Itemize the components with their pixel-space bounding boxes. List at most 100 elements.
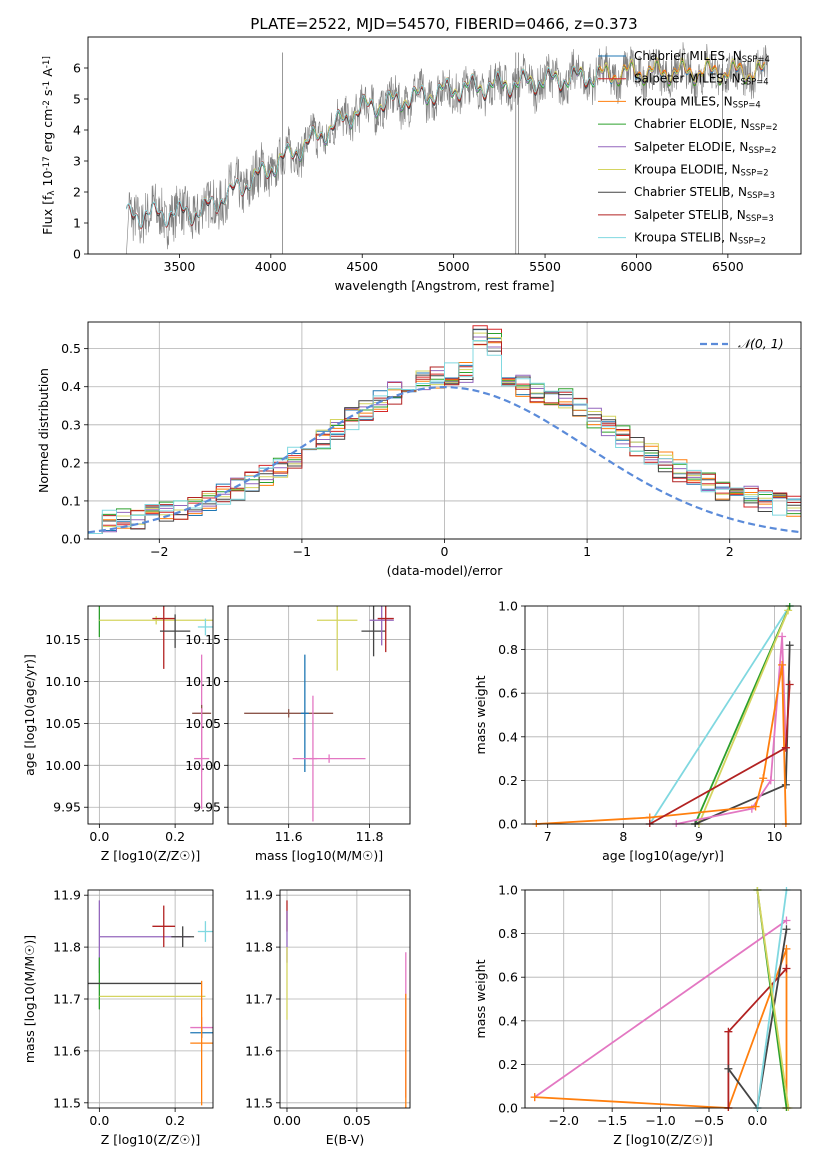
age-vs-z-ytick-label: 10.05 — [45, 716, 81, 731]
legend-label: Kroupa STELIB, NSSP=2 — [634, 231, 766, 246]
age-vs-z-xtick-label: 0.0 — [89, 829, 109, 844]
spectrum-ytick-label: 3 — [73, 154, 81, 169]
age-vs-z-ylabel: age [log10(age/yr)] — [22, 654, 37, 776]
spectrum-ytick-label: 1 — [73, 216, 81, 231]
weight-vs-z-ytick-label: 0.4 — [498, 1013, 518, 1028]
weight-vs-z-marker — [782, 916, 791, 925]
mass-vs-z-xlabel: Z [log10(Z/Z☉)] — [101, 1132, 201, 1147]
weight-vs-age-marker — [785, 680, 794, 689]
residuals-ytick-label: 0.1 — [61, 493, 81, 508]
mass-vs-z-point-11 — [197, 921, 213, 942]
weight-vs-age-line-1 — [649, 605, 791, 825]
residuals-ytick-label: 0.5 — [61, 341, 81, 356]
weight-vs-age-marker — [751, 802, 760, 811]
age-vs-z-point-8 — [197, 618, 213, 636]
residuals-ylabel: Normed distribution — [36, 368, 51, 493]
panel-residuals: −2 −1 0 1 2 0.0 0.1 0.2 0.3 0.4 0.5 (data-model)/er… — [36, 321, 802, 578]
age-vs-mass-point-8 — [377, 606, 394, 653]
residuals-xtick-label: −1 — [293, 544, 311, 559]
mass-vs-ebv-ytick-label: 11.9 — [245, 888, 273, 903]
spectrum-xtick-label: 5000 — [438, 259, 470, 274]
residuals-plot-area — [88, 325, 801, 534]
panel-age-vs-z: 0.0 0.2 9.95 10.00 10.05 10.10 10.15 Z [log10(Z… — [22, 605, 214, 863]
age-vs-z-xlabel: Z [log10(Z/Z☉)] — [101, 848, 201, 863]
age-vs-z-point-3 — [152, 606, 176, 669]
legend-label: Chabrier STELIB, NSSP=3 — [634, 185, 775, 200]
weight-vs-z-ytick-label: 0.2 — [498, 1057, 518, 1072]
age-vs-mass-xtick-label: 11.8 — [356, 829, 384, 844]
mass-vs-z-plot-area — [88, 900, 213, 1106]
mass-vs-z-ytick-label: 11.5 — [53, 1095, 81, 1110]
weight-vs-z-xtick-label: −1.0 — [645, 1113, 675, 1128]
weight-vs-age-marker — [778, 660, 787, 669]
spectrum-xtick-label: 6500 — [712, 259, 744, 274]
age-vs-z-ytick-label: 10.15 — [45, 632, 81, 647]
weight-vs-age-ytick-label: 1.0 — [498, 599, 518, 614]
age-vs-z-ytick-label: 10.10 — [45, 674, 81, 689]
panel-mass-vs-ebv: 0.00 0.05 11.5 11.6 11.7 11.8 11.9 E(B-V) — [245, 888, 411, 1147]
spectrum-xtick-label: 4500 — [346, 259, 378, 274]
weight-vs-age-ytick-label: 0.2 — [498, 773, 518, 788]
mass-vs-z-ytick-label: 11.9 — [53, 888, 81, 903]
panel-weight-vs-z: −2.0 −1.5 −1.0 −0.5 0.0 0.0 0.2 0.4 0.6 0.8 1.0 Z [… — [473, 883, 802, 1147]
panel-spectrum: 3500 4000 4500 5000 5500 6000 6500 0 1 2 3 4 5 6 wavel… — [40, 36, 802, 293]
weight-vs-age-marker — [781, 743, 790, 752]
legend-label: Chabrier MILES, NSSP=4 — [634, 49, 770, 64]
age-vs-z-plot-area — [98, 606, 213, 809]
spectrum-xtick-label: 5500 — [529, 259, 561, 274]
legend-label: Salpeter MILES, NSSP=4 — [634, 72, 769, 87]
residuals-xtick-label: 1 — [583, 544, 591, 559]
age-vs-mass-point-2 — [300, 654, 309, 773]
mass-vs-z-point-10 — [190, 980, 213, 1106]
legend-label: Salpeter ELODIE, NSSP=2 — [634, 140, 776, 155]
gaussian-legend-label: 𝒩(0, 1) — [738, 336, 784, 351]
residuals-xtick-label: −2 — [150, 544, 168, 559]
residuals-ytick-label: 0.0 — [61, 532, 81, 547]
panel-weight-vs-age: 7 8 9 10 0.0 0.2 0.4 0.6 0.8 1.0 age [log10(age/yr… — [473, 599, 802, 863]
residuals-frame — [87, 321, 802, 540]
weight-vs-z-line-2 — [534, 948, 788, 1109]
weight-vs-z-marker — [724, 1027, 733, 1036]
age-vs-mass-point-4 — [292, 754, 366, 763]
age-vs-z-point-4 — [159, 614, 191, 648]
spectrum-xtick-label: 4000 — [255, 259, 287, 274]
weight-vs-z-ylabel: mass weight — [473, 959, 488, 1038]
spectrum-xlabel: wavelength [Angstrom, rest frame] — [334, 278, 554, 293]
residuals-ytick-label: 0.4 — [61, 379, 81, 394]
mass-vs-z-frame — [87, 889, 214, 1109]
residuals-xtick-label: 2 — [726, 544, 734, 559]
spectrum-model-line-9 — [125, 64, 600, 229]
age-vs-z-ytick-label: 9.95 — [53, 800, 81, 815]
spectrum-plot-area — [125, 42, 769, 254]
spectrum-legend: Chabrier MILES, NSSP=4 Salpeter MILES, NS… — [598, 49, 778, 246]
weight-vs-z-marker — [782, 925, 791, 934]
spectrum-xtick-label: 6000 — [621, 259, 653, 274]
weight-vs-age-marker — [784, 606, 793, 615]
weight-vs-age-marker — [766, 776, 775, 785]
panel-age-vs-mass: 11.6 11.8 9.95 10.00 10.05 10.10 10.15 mass [lo… — [185, 605, 411, 863]
panel-mass-vs-z: 0.0 0.2 11.5 11.6 11.7 11.8 11.9 Z [log10(Z/Z☉)… — [22, 888, 214, 1147]
spectrum-ytick-label: 6 — [73, 61, 81, 76]
weight-vs-age-line-6 — [536, 664, 787, 825]
weight-vs-z-xtick-label: −1.5 — [597, 1113, 627, 1128]
residuals-xlabel: (data-model)/error — [387, 563, 504, 578]
weight-vs-age-frame — [524, 605, 802, 825]
age-vs-mass-ytick-label: 10.15 — [185, 632, 221, 647]
mass-vs-ebv-ytick-label: 11.7 — [245, 992, 273, 1007]
mass-vs-z-ylabel: mass [log10(M/M☉)] — [22, 935, 37, 1063]
mass-vs-ebv-xtick-label: 0.00 — [273, 1113, 301, 1128]
weight-vs-z-xtick-label: −2.0 — [549, 1113, 579, 1128]
mass-vs-z-point-7 — [171, 926, 195, 948]
weight-vs-age-xtick-label: 7 — [544, 829, 552, 844]
weight-vs-age-xlabel: age [log10(age/yr)] — [602, 848, 724, 863]
age-vs-z-xtick-label: 0.2 — [165, 829, 185, 844]
weight-vs-z-ytick-label: 0.6 — [498, 970, 518, 985]
mass-vs-ebv-xtick-label: 0.05 — [343, 1113, 371, 1128]
gaussian-curve — [88, 385, 801, 534]
spectrum-ytick-label: 4 — [73, 123, 81, 138]
age-vs-mass-point-7 — [369, 606, 394, 646]
spectrum-frame — [87, 36, 802, 255]
weight-vs-age-ylabel: mass weight — [473, 675, 488, 754]
mass-vs-ebv-plot-area — [286, 900, 407, 1108]
age-vs-mass-plot-area — [244, 606, 394, 822]
